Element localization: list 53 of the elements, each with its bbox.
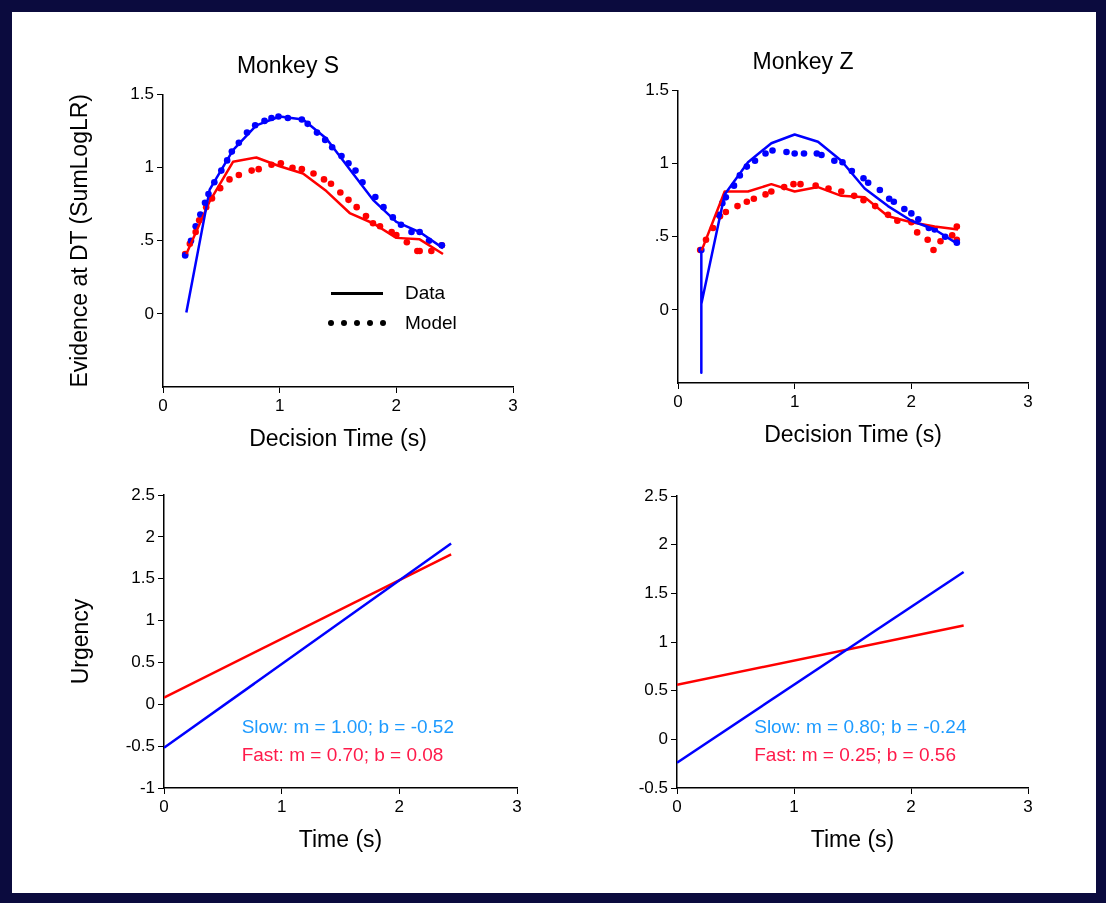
y-axis-title: Urgency: [67, 598, 94, 685]
y-tick-label: 2.5: [131, 484, 155, 504]
annotation: Slow: m = 1.00; b = -0.52: [241, 716, 454, 738]
x-tick-label: 1: [789, 796, 799, 816]
x-tick-label: 2: [391, 395, 402, 415]
y-tick-label: 2: [658, 534, 668, 554]
x-tick-label: 0: [673, 391, 683, 411]
y-tick-label: .5: [139, 230, 154, 250]
y-tick-label: 1.5: [644, 583, 668, 603]
y-tick-label: 2: [145, 526, 155, 546]
x-tick-label: 1: [276, 796, 287, 816]
chart-title: Monkey Z: [752, 48, 854, 75]
y-tick-label: 1: [145, 610, 155, 630]
y-tick-label: 2.5: [644, 485, 668, 505]
annotation: Data: [405, 281, 446, 303]
x-tick-label: 3: [508, 395, 518, 415]
y-tick-label: -0.5: [638, 777, 668, 797]
annotation: Fast: m = 0.70; b = 0.08: [241, 744, 444, 766]
x-tick-label: 3: [1023, 391, 1033, 411]
y-tick-label: 1.5: [131, 568, 155, 588]
annotation: Slow: m = 0.80; b = -0.24: [754, 716, 967, 738]
y-tick-label: 0: [145, 693, 155, 713]
x-tick-label: 3: [512, 796, 522, 816]
x-tick-label: 0: [672, 796, 682, 816]
annotation: Model: [405, 311, 457, 333]
y-tick-label: 0.5: [644, 680, 668, 700]
y-tick-label: 1.5: [130, 84, 154, 104]
x-tick-label: 2: [906, 391, 917, 411]
x-axis-title: Decision Time (s): [764, 420, 942, 447]
x-tick-label: 1: [789, 391, 800, 411]
x-tick-label: 0: [158, 395, 168, 415]
annotation: Fast: m = 0.25; b = 0.56: [754, 744, 956, 766]
x-tick-label: 1: [274, 395, 285, 415]
y-tick-label: 0: [659, 299, 669, 319]
x-tick-label: 2: [906, 796, 916, 816]
y-tick-label: .5: [654, 226, 669, 246]
x-axis-title: Time (s): [298, 825, 383, 852]
y-tick-label: 0.5: [131, 652, 155, 672]
y-tick-label: 0: [658, 729, 668, 749]
y-tick-label: 1.5: [645, 80, 669, 100]
x-tick-label: 0: [159, 796, 169, 816]
y-tick-label: 1: [659, 153, 669, 173]
x-axis-title: Decision Time (s): [249, 424, 427, 451]
y-axis-title: Evidence at DT (SumLogLR): [66, 94, 93, 388]
y-tick-label: -1: [139, 777, 155, 797]
chart-title: Monkey S: [236, 52, 340, 79]
x-axis-title: Time (s): [810, 825, 895, 852]
y-tick-label: 0: [144, 303, 154, 323]
y-tick-label: -0.5: [125, 735, 155, 755]
y-tick-label: 1: [658, 631, 668, 651]
x-tick-label: 3: [1023, 796, 1033, 816]
x-tick-label: 2: [394, 796, 405, 816]
y-tick-label: 1: [144, 157, 154, 177]
